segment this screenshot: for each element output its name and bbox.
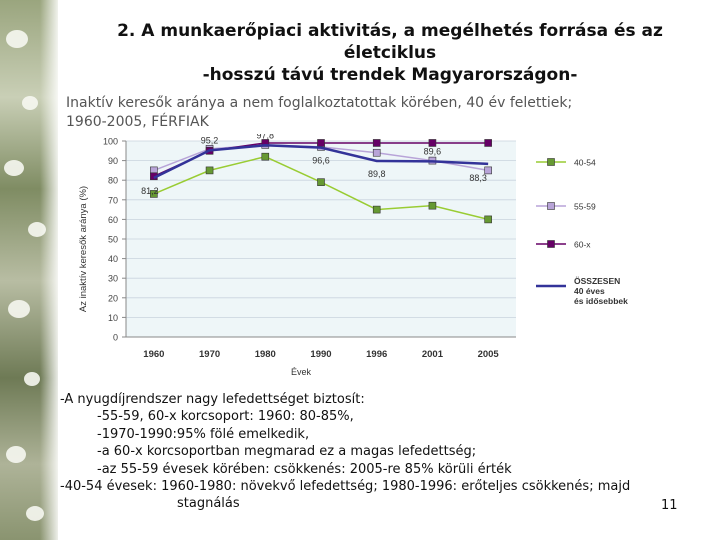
title-line-3: -hosszú távú trendek Magyarországon- — [202, 65, 578, 85]
data-point — [372, 205, 381, 214]
note-line: stagnálás — [177, 496, 240, 512]
x-tick-label: 1970 — [199, 349, 220, 360]
note-line: -1970-1990:95% fölé emelkedik, — [97, 426, 310, 442]
data-point — [428, 139, 437, 147]
x-tick-label: 2005 — [478, 349, 500, 360]
y-tick-label: 90 — [108, 156, 118, 166]
x-tick-label: 1990 — [310, 349, 331, 360]
data-point — [428, 201, 437, 210]
note-line: -az 55-59 évesek körében: csökkenés: 200… — [97, 461, 512, 477]
note-line: -40-54 évesek: 1960-1980: növekvő lefede… — [60, 479, 631, 495]
x-axis-title: Évek — [291, 367, 312, 377]
y-tick-label: 30 — [108, 274, 118, 284]
data-point — [150, 190, 158, 198]
line-chart: 0 10 20 30 40 50 60 70 80 90 100 1960 1970 1980 1990 19… — [74, 130, 644, 384]
x-tick-label: 1980 — [255, 349, 276, 360]
legend-label: 40-54 — [574, 158, 596, 168]
data-point — [372, 139, 381, 147]
y-tick-label: 100 — [103, 137, 118, 147]
data-point — [317, 178, 325, 186]
series-line — [153, 144, 489, 179]
note-line: -a 60-x korcsoportban megmarad ez a maga… — [97, 444, 477, 460]
data-point — [484, 139, 492, 147]
blossom-petal — [6, 30, 28, 48]
blossom-photo — [0, 0, 58, 540]
blossom-petal — [26, 506, 44, 521]
title-line-1: 2. A munkaerőpiaci aktivitás, a megélhet… — [117, 21, 663, 41]
y-tick-label: 70 — [108, 195, 118, 205]
note-line: -A nyugdíjrendszer nagy lefedettséget bi… — [60, 392, 365, 407]
subtitle-line-2: 1960-2005, FÉRFIAK — [66, 114, 209, 130]
chart-subtitle: Inaktív keresők aránya a nem foglalkozta… — [66, 94, 716, 132]
page-number: 11 — [661, 498, 678, 513]
legend-label: 60-x — [574, 240, 591, 250]
title-line-2: életciklus — [343, 43, 437, 63]
data-label: 81,2 — [141, 186, 159, 196]
notes-block: -A nyugdíjrendszer nagy lefedettséget bi… — [60, 391, 710, 513]
data-point — [205, 166, 214, 175]
y-axis-title: Az inaktív keresők aránya (%) — [78, 186, 89, 312]
y-tick-label: 0 — [113, 333, 118, 343]
data-point — [261, 152, 270, 161]
x-tick-label: 1960 — [143, 349, 164, 360]
data-point — [484, 215, 492, 224]
data-label: 89,8 — [368, 169, 386, 179]
y-tick-label: 20 — [108, 293, 118, 303]
x-tick-label: 2001 — [422, 349, 444, 360]
data-point — [372, 148, 381, 157]
blossom-petal — [8, 300, 30, 318]
note-line: -55-59, 60-x korcsoport: 1960: 80-85%, — [97, 409, 354, 425]
legend-swatch-marker — [547, 158, 555, 166]
line-chart-svg: 0 10 20 30 40 50 60 70 80 90 100 1960 1970 1980 1990 19… — [78, 130, 628, 377]
blossom-petal — [6, 446, 26, 463]
data-label: 95,2 — [201, 135, 219, 145]
subtitle-line-1: Inaktív keresők aránya a nem foglalkozta… — [66, 95, 573, 111]
blossom-petal — [22, 96, 38, 110]
legend-label: ÖSSZESEN 40 éves és idősebbek — [574, 276, 628, 306]
y-tick-label: 40 — [108, 254, 118, 264]
y-tick-label: 60 — [108, 215, 118, 225]
data-label: 96,6 — [312, 156, 330, 166]
legend-swatch-marker — [547, 240, 555, 248]
y-tick-label: 50 — [108, 235, 118, 245]
data-point — [484, 166, 492, 175]
data-point — [317, 139, 325, 147]
legend-label: 55-59 — [574, 202, 596, 212]
slide-title: 2. A munkaerőpiaci aktivitás, a megélhet… — [70, 20, 710, 86]
data-label: 97,8 — [257, 134, 275, 140]
y-tick-label: 80 — [108, 176, 118, 186]
data-label: 89,6 — [424, 146, 442, 156]
legend-swatch-marker — [547, 202, 555, 210]
blossom-petal — [28, 222, 46, 237]
y-tick-label: 10 — [108, 313, 118, 323]
x-tick-label: 1996 — [366, 349, 387, 360]
data-label: 88,3 — [469, 173, 487, 183]
blossom-petal — [24, 372, 40, 386]
blossom-petal — [4, 160, 24, 176]
